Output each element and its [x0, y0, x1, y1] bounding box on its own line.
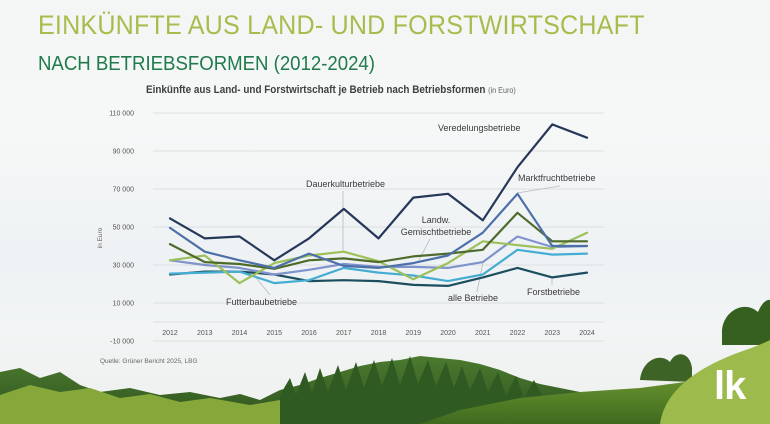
x-tick-label: 2022 — [510, 330, 526, 337]
annotation-label: alle Betriebe — [448, 293, 498, 303]
x-tick-label: 2016 — [301, 330, 317, 337]
x-tick-label: 2013 — [197, 330, 213, 337]
trees-right — [640, 354, 692, 382]
y-axis-label: in Euro — [97, 227, 104, 248]
x-tick-label: 2014 — [232, 330, 248, 337]
annotation-leader — [516, 185, 561, 194]
series-line-veredelungsbetriebe — [168, 123, 589, 262]
y-tick-label: 70 000 — [113, 187, 135, 194]
source-note: Quelle: Grüner Bericht 2025, LBG — [100, 358, 198, 365]
annotation-label: Veredelungsbetriebe — [438, 123, 521, 133]
series-line-marktfruchtbetriebe — [168, 192, 589, 269]
forest-left-light — [0, 385, 280, 424]
lk-logo: lk — [714, 364, 746, 408]
x-tick-label: 2024 — [579, 330, 595, 337]
logo-shape — [660, 340, 770, 424]
annotation-label: Dauerkulturbetriebe — [306, 179, 385, 189]
chart-title-unit: (in Euro) — [488, 86, 516, 95]
annotation-label: Futterbaubetriebe — [226, 297, 297, 307]
annotation-label: Landw. — [422, 215, 451, 225]
annotation-label: Forstbetriebe — [527, 287, 580, 297]
x-tick-label: 2023 — [544, 330, 560, 337]
x-tick-label: 2017 — [336, 330, 352, 337]
x-tick-label: 2015 — [266, 330, 282, 337]
annotation-label-line2: Gemischtbetriebe — [401, 227, 472, 237]
x-tick-label: 2021 — [475, 330, 491, 337]
series-line-landw-gemischtbetriebe — [168, 211, 589, 270]
annotations: Veredelungsbetriebe Marktfruchtbetriebe Da… — [226, 123, 596, 307]
x-tick-label: 2020 — [440, 330, 456, 337]
y-tick-label: 90 000 — [113, 149, 135, 156]
x-tick-label: 2018 — [371, 330, 387, 337]
y-tick-label: 30 000 — [113, 263, 135, 270]
y-tick-label: 110 000 — [109, 111, 134, 118]
x-tick-label: 2019 — [405, 330, 421, 337]
x-axis-ticks: 2012 2013 2014 2015 2016 2017 2018 2019 2020 2021… — [162, 330, 595, 337]
grid-lines — [153, 112, 604, 342]
trees-far-right — [722, 299, 770, 345]
annotation-leader — [417, 238, 431, 263]
y-tick-label: 50 000 — [113, 225, 135, 232]
x-tick-label: 2012 — [162, 330, 178, 337]
page-subtitle: NACH BETRIEBSFORMEN (2012-2024) — [38, 53, 375, 75]
y-axis-ticks: 110 000 90 000 70 000 50 000 30 000 10 000 -10… — [109, 111, 134, 346]
chart-title: Einkünfte aus Land- und Forstwirtschaft … — [146, 84, 516, 96]
chart-title-text: Einkünfte aus Land- und Forstwirtschaft … — [146, 84, 486, 96]
y-tick-label: 10 000 — [113, 301, 135, 308]
series-line-futterbaubetriebe — [168, 248, 589, 285]
page-title: EINKÜNFTE AUS LAND- UND FORSTWIRTSCHAFT — [38, 10, 645, 40]
annotation-label: Marktfruchtbetriebe — [518, 173, 596, 183]
series-lines — [168, 123, 589, 287]
y-tick-label: -10 000 — [110, 339, 134, 346]
